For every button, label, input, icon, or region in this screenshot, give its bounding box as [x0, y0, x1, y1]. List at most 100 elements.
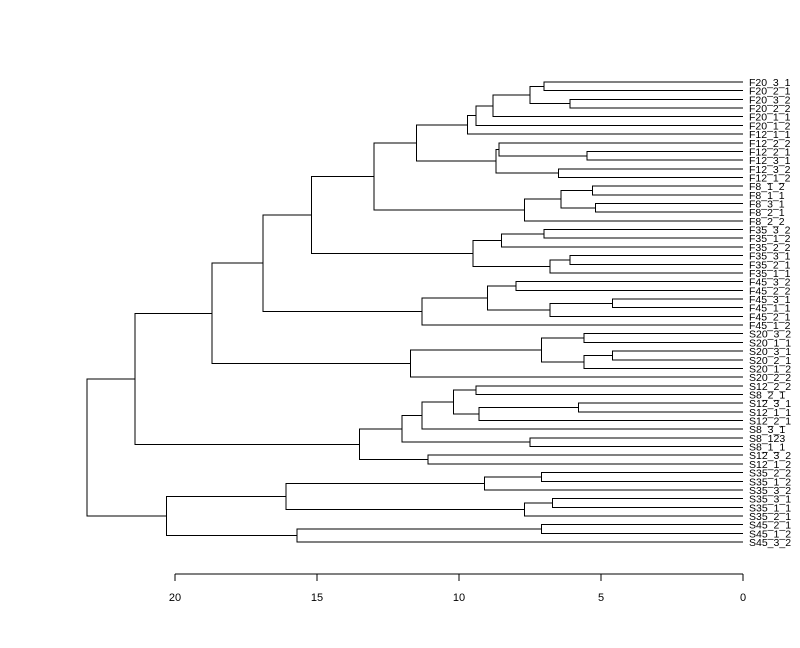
dendrogram-branch — [515, 281, 743, 291]
dendrogram-branch — [583, 354, 743, 369]
leaf-label: F45_3_1 — [749, 294, 791, 306]
dendrogram-branch — [415, 124, 496, 162]
leaf-label: S35_1_1 — [749, 502, 791, 514]
dendrogram-branch — [591, 185, 743, 196]
leaf-label: S8_2_1 — [749, 389, 785, 401]
dendrogram-branch — [498, 142, 743, 157]
dendrogram-branch — [421, 401, 743, 430]
leaf-label: F45_2_1 — [749, 311, 791, 323]
leaf-label: F12_1_1 — [749, 129, 791, 141]
dendrogram-branch — [475, 105, 743, 126]
leaf-label: F35_3_2 — [749, 225, 791, 237]
x-tick-label: 5 — [598, 592, 604, 604]
dendrogram-branch — [165, 495, 298, 537]
dendrogram-branch — [523, 502, 743, 517]
dendrogram-branch — [410, 349, 743, 378]
dendrogram-branch — [134, 312, 360, 445]
dendrogram-branch — [549, 259, 743, 274]
dendrogram-branch — [492, 94, 743, 118]
dendrogram-branch — [569, 255, 743, 265]
dendrogram-branch — [373, 142, 525, 211]
leaf-label: F35_1_2 — [749, 233, 791, 245]
dendrogram-branch — [478, 407, 743, 422]
leaf-label: S8_123 — [749, 433, 785, 445]
dendrogram-branch — [540, 524, 743, 534]
dendrogram-branch — [540, 337, 584, 363]
leaf-label: S35_2_1 — [749, 511, 791, 523]
dendrogram-branch — [560, 190, 596, 209]
dendrogram-branch — [540, 472, 743, 482]
dendrogram-branch — [501, 233, 743, 248]
leaf-label: S20_1_1 — [749, 337, 791, 349]
leaf-label: S20_3_2 — [749, 329, 791, 341]
leaf-label: F20_3_2 — [749, 94, 791, 106]
leaf-label: S8_3_1 — [749, 424, 785, 436]
dendrogram-branch — [475, 385, 743, 395]
dendrogram-branch — [262, 214, 423, 312]
leaf-label: S12_2_2 — [749, 381, 791, 393]
leaf-label: F8_3_1 — [749, 199, 785, 211]
dendrogram-branch — [285, 482, 525, 510]
leaf-label: S20_3_1 — [749, 346, 791, 358]
dendrogram-branch — [543, 229, 743, 239]
x-axis: 20 15 10 5 0 — [169, 573, 746, 604]
leaf-label: S45_2_1 — [749, 520, 791, 532]
dendrogram-branch — [310, 176, 474, 254]
leaf-label: F8_1_2 — [749, 181, 785, 193]
leaf-label: S12_1_1 — [749, 407, 791, 419]
leaf-label: F8_1_1 — [749, 190, 785, 202]
leaf-label: F35_3_1 — [749, 251, 791, 263]
leaf-label: S45_1_2 — [749, 528, 791, 540]
leaf-label: S8_1_1 — [749, 442, 785, 454]
dendrogram-branch — [586, 150, 743, 161]
x-tick-label: 10 — [453, 592, 465, 604]
dendrogram-branch — [452, 389, 479, 415]
leaf-label: F20_1_1 — [749, 112, 791, 124]
dendrogram-branch — [86, 378, 167, 517]
leaf-label: F20_2_2 — [749, 103, 791, 115]
dendrogram-branch — [495, 148, 559, 174]
x-tick-label: 15 — [311, 592, 323, 604]
dendrogram-branches — [86, 81, 743, 543]
dendrogram-branch — [529, 437, 743, 448]
leaf-label: S35_2_2 — [749, 468, 791, 480]
dendrogram-branch — [577, 402, 743, 413]
leaf-label: F12_3_1 — [749, 155, 791, 167]
leaf-label: S35_3_2 — [749, 485, 791, 497]
dendrogram-branch — [611, 298, 743, 309]
dendrogram-branch — [421, 297, 743, 326]
dendrogram-branch — [523, 198, 743, 222]
leaf-label: F12_2_1 — [749, 146, 791, 158]
dendrogram-branch — [611, 350, 743, 361]
leaf-label: F20_3_1 — [749, 77, 791, 89]
dendrogram-branch — [467, 115, 743, 135]
dendrogram-branch — [296, 528, 743, 543]
leaf-label: F45_1_1 — [749, 303, 791, 315]
leaf-label: F35_2_2 — [749, 242, 791, 254]
dendrogram-branch — [543, 81, 743, 92]
leaf-label: F8_2_1 — [749, 207, 785, 219]
dendrogram-branch — [486, 285, 550, 311]
leaf-label: F12_3_2 — [749, 164, 791, 176]
x-tick-label: 20 — [169, 592, 181, 604]
leaf-label: S45_3_2 — [749, 537, 791, 549]
leaf-label: F45_3_2 — [749, 277, 791, 289]
leaf-label: F35_1_1 — [749, 268, 791, 280]
leaf-labels: F20_3_1F20_2_1F20_3_2F20_2_2F20_1_1F20_1… — [749, 77, 791, 549]
leaf-label: F45_1_2 — [749, 320, 791, 332]
leaf-label: F12_2_2 — [749, 138, 791, 150]
dendrogram-branch — [427, 454, 743, 465]
dendrogram-branch — [359, 428, 428, 461]
leaf-label: F20_2_1 — [749, 86, 791, 98]
leaf-label: S20_1_2 — [749, 363, 791, 375]
dendrogram-branch — [594, 203, 743, 213]
leaf-label: S20_2_1 — [749, 355, 791, 367]
dendrogram-branch — [529, 85, 570, 105]
x-tick-label: 0 — [740, 592, 746, 604]
leaf-label: S35_1_2 — [749, 476, 791, 488]
leaf-label: F35_2_1 — [749, 259, 791, 271]
dendrogram-branch — [211, 262, 411, 365]
dendrogram-branch — [557, 168, 743, 178]
dendrogram-branch — [549, 302, 743, 317]
dendrogram-branch — [484, 476, 743, 491]
